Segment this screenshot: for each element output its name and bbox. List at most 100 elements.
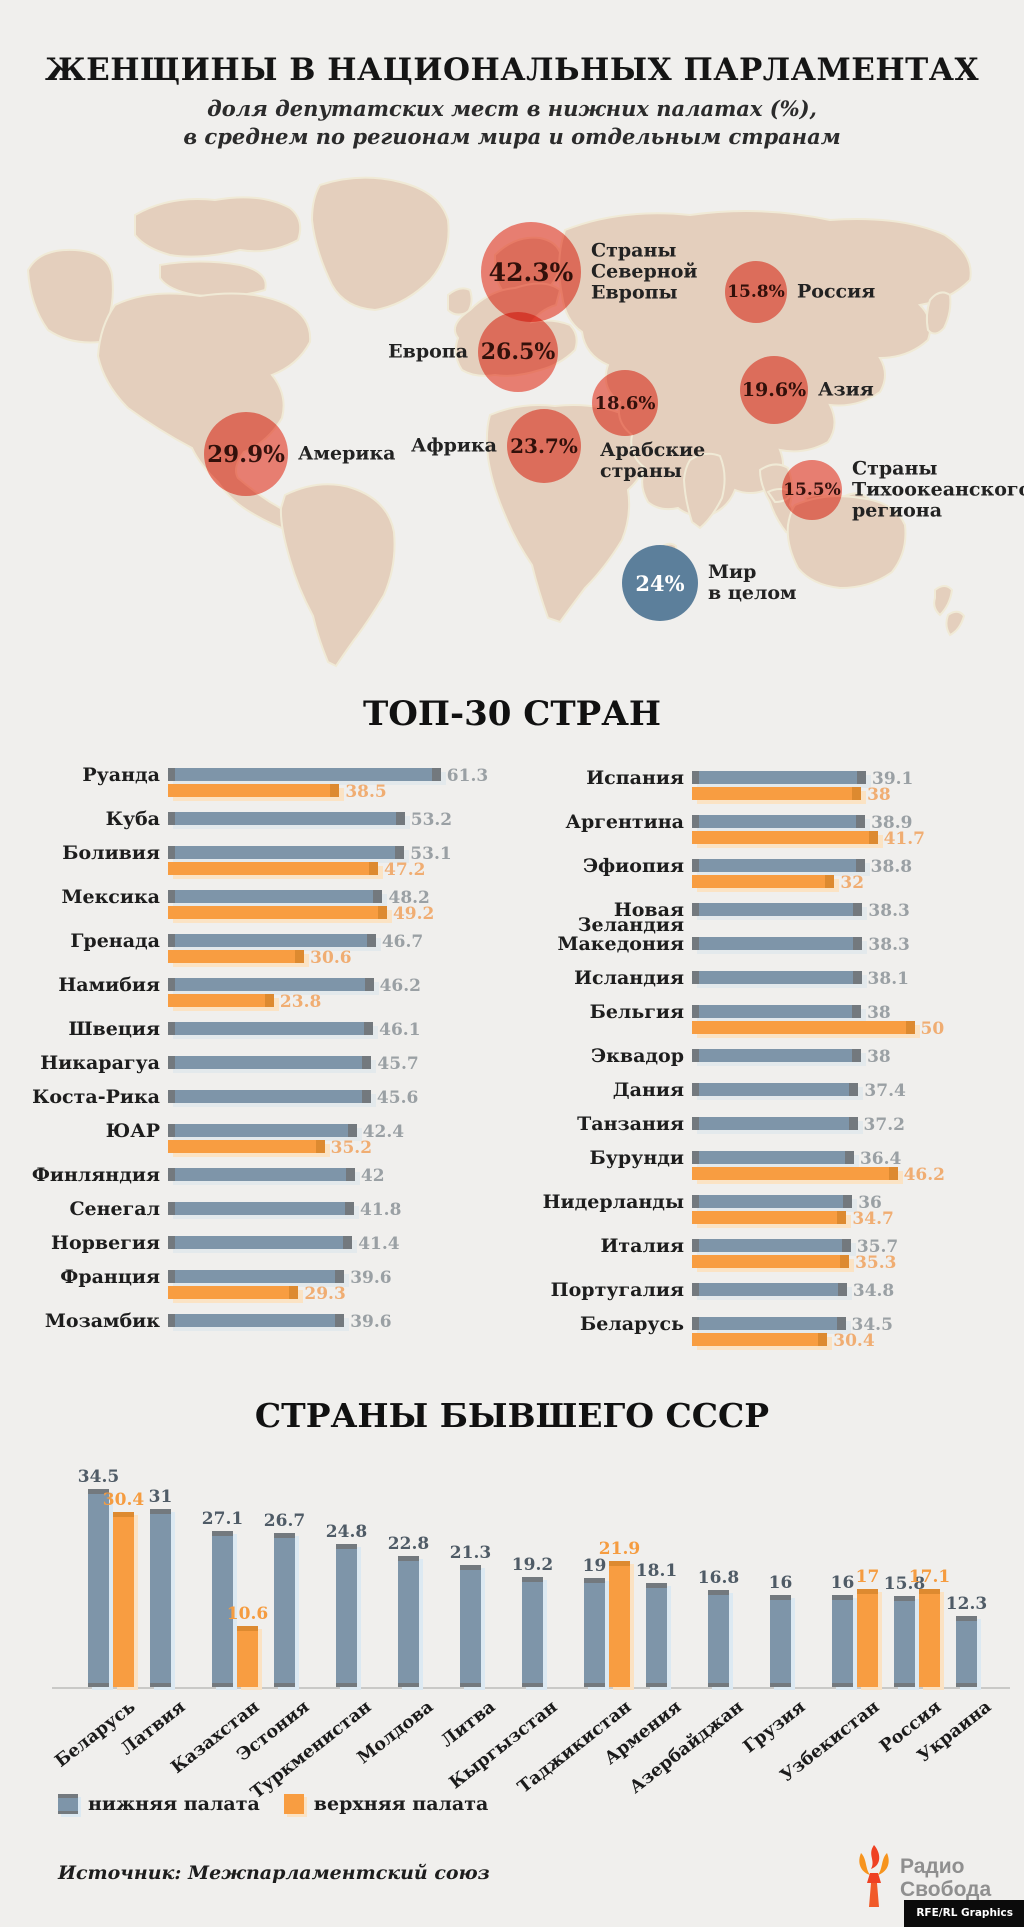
upper-house-bar xyxy=(692,1211,847,1224)
country-bars: 34.8 xyxy=(692,1281,1024,1317)
map-new-zealand-2 xyxy=(945,610,966,637)
country-label: Намибия xyxy=(58,974,160,996)
country-bars: 35.7 35.3 xyxy=(692,1237,1024,1283)
lower-value-label: 38 xyxy=(867,1047,891,1067)
country-bars: 38.8 32 xyxy=(692,857,1024,903)
legend-item-lower: нижняя палата xyxy=(58,1793,260,1815)
top30-row: Мозамбик 39.6 xyxy=(10,1312,505,1348)
map-alaska xyxy=(26,248,114,344)
ussr-axis-line xyxy=(52,1687,1010,1689)
lower-house-bar xyxy=(692,1005,862,1018)
top30-row: Бельгия 38 50 xyxy=(505,1003,1024,1049)
lower-value-label: 37.4 xyxy=(864,1081,906,1101)
lower-house-bar xyxy=(168,1270,345,1283)
legend-item-upper: верхняя палата xyxy=(283,1793,488,1815)
upper-house-bar xyxy=(692,1167,898,1180)
lower-house-bar xyxy=(692,1151,854,1164)
top30-row: Дания 37.4 xyxy=(505,1079,1024,1117)
bubble-label: Арабские страны xyxy=(600,439,706,482)
country-bars: 38.3 xyxy=(692,901,1024,937)
axis-country-label: Грузия xyxy=(739,1697,810,1758)
lower-house-bar xyxy=(956,1616,977,1687)
lower-house-bar xyxy=(168,1236,353,1249)
upper-house-bar xyxy=(113,1512,134,1687)
lower-value-label: 24.8 xyxy=(325,1522,368,1543)
lower-house-bar xyxy=(168,978,374,991)
lower-house-bar xyxy=(168,812,405,825)
lower-value-label: 21.3 xyxy=(449,1542,492,1563)
country-label: Боливия xyxy=(62,842,160,864)
lower-value-label: 26.7 xyxy=(263,1511,306,1532)
country-label: Новая Зеландия xyxy=(577,899,684,936)
lower-house-bar xyxy=(460,1564,481,1687)
lower-house-bar xyxy=(692,815,866,828)
top30-row: Беларусь 34.5 30.4 xyxy=(505,1315,1024,1361)
upper-value-label: 38.5 xyxy=(345,782,387,802)
country-label: Македония xyxy=(557,933,684,955)
bubble-value: 24% xyxy=(635,570,685,596)
country-label: Мексика xyxy=(61,886,160,908)
upper-value-label: 35.3 xyxy=(855,1253,897,1273)
upper-house-bar xyxy=(168,862,379,875)
top30-row: Коста-Рика 45.6 xyxy=(10,1088,505,1124)
lower-house-bar xyxy=(168,846,405,859)
country-label: Никарагуа xyxy=(40,1052,160,1074)
map-canada-archipelago-1 xyxy=(134,196,302,258)
lower-value-label: 53.1 xyxy=(410,844,452,864)
lower-value-label: 53.2 xyxy=(410,810,453,830)
upper-value-label: 46.2 xyxy=(903,1165,945,1185)
lower-house-bar xyxy=(168,1314,345,1327)
bubble-value: 19.6% xyxy=(741,379,807,401)
country-bars: 36.4 46.2 xyxy=(692,1149,1024,1195)
lower-house-bar xyxy=(168,934,376,947)
country-label: Куба xyxy=(105,808,160,830)
bubble-label: Европа xyxy=(388,340,468,363)
country-bars: 38.9 41.7 xyxy=(692,813,1024,859)
country-label: Португалия xyxy=(550,1279,684,1301)
legend-label-lower: нижняя палата xyxy=(88,1793,260,1815)
lower-house-bar xyxy=(168,768,441,781)
bubble-value: 42.3% xyxy=(488,257,574,287)
top30-row: Швеция 46.1 xyxy=(10,1020,505,1056)
lower-value-label: 36 xyxy=(858,1193,882,1213)
top30-row: Никарагуа 45.7 xyxy=(10,1052,505,1090)
lower-house-bar xyxy=(692,1049,862,1062)
bubble-value: 18.6% xyxy=(594,392,656,414)
legend-swatch-lower xyxy=(58,1794,78,1814)
lower-house-bar xyxy=(168,1124,357,1137)
country-label: Бурунди xyxy=(589,1147,684,1169)
lower-house-bar xyxy=(692,971,862,984)
upper-house-bar xyxy=(237,1626,258,1687)
lower-house-bar xyxy=(274,1533,295,1687)
lower-value-label: 38.1 xyxy=(867,969,909,989)
logo-text: Радио Свобода xyxy=(900,1843,991,1901)
upper-house-bar xyxy=(168,784,340,797)
top30-left-column: Руанда 61.3 38.5 Куба 53.2 Боливия 53.1 47.2 Мек… xyxy=(10,764,505,1348)
country-bars: 53.1 47.2 xyxy=(168,844,505,890)
lower-house-bar xyxy=(832,1595,853,1687)
country-label: Эфиопия xyxy=(582,855,684,877)
country-label: Аргентина xyxy=(565,811,684,833)
upper-house-bar xyxy=(168,1140,325,1153)
country-label: Эквадор xyxy=(591,1045,684,1067)
upper-house-bar xyxy=(168,906,387,919)
lower-value-label: 61.3 xyxy=(446,766,489,786)
upper-value-label: 47.2 xyxy=(384,860,426,880)
country-label: Сенегал xyxy=(69,1198,160,1220)
country-label: Дания xyxy=(612,1079,684,1101)
lower-value-label: 36.4 xyxy=(859,1149,902,1169)
top30-row: Норвегия 41.4 xyxy=(10,1232,505,1270)
upper-value-label: 50 xyxy=(920,1019,945,1039)
lower-value-label: 46.1 xyxy=(379,1020,421,1040)
region-bubble: 15.5% xyxy=(782,460,842,520)
country-label: Руанда xyxy=(82,764,160,786)
lower-house-bar xyxy=(584,1577,605,1687)
ussr-section-title: СТРАНЫ БЫВШЕГО СССР xyxy=(254,1396,770,1435)
bubble-label: Россия xyxy=(797,280,876,303)
country-label: Норвегия xyxy=(51,1232,160,1254)
top30-row: Гренада 46.7 30.6 xyxy=(10,932,505,978)
lower-value-label: 18.1 xyxy=(635,1560,678,1581)
source-note: Источник: Межпарламентский союз xyxy=(58,1862,490,1884)
upper-house-bar xyxy=(919,1588,940,1687)
country-bars: 53.2 xyxy=(168,810,505,846)
